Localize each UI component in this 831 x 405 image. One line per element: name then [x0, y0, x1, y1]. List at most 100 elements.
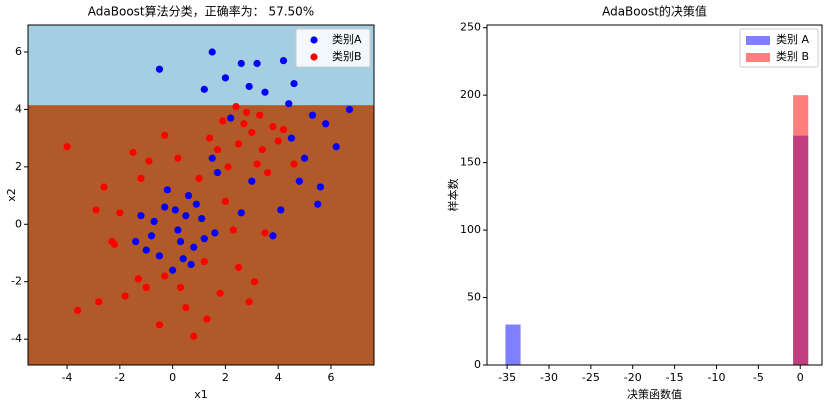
- point: [63, 143, 71, 151]
- x-tick-label: -5: [753, 371, 764, 384]
- point: [147, 232, 156, 240]
- point: [237, 209, 245, 217]
- point: [245, 82, 253, 91]
- point: [285, 100, 293, 108]
- point: [205, 134, 214, 142]
- point: [290, 79, 298, 88]
- point: [253, 160, 261, 168]
- point: [187, 260, 195, 269]
- point: [221, 197, 230, 205]
- y-axis-label: 样本数: [446, 179, 460, 212]
- point: [229, 226, 237, 234]
- point: [248, 177, 256, 185]
- x-tick-label: -35: [498, 371, 516, 384]
- point: [137, 174, 145, 182]
- point: [277, 206, 285, 214]
- point: [274, 137, 282, 145]
- x-axis-label: x1: [194, 388, 208, 401]
- y-tick-label: 0: [15, 217, 22, 230]
- legend-marker: [746, 53, 770, 62]
- point: [200, 235, 208, 243]
- hist-bar: [505, 324, 521, 365]
- axes-frame: [27, 24, 375, 366]
- legend-marker: [310, 53, 318, 61]
- legend-marker: [746, 36, 770, 45]
- legend-label: 类别 B: [776, 49, 809, 63]
- point: [235, 263, 243, 271]
- y-tick-label: 4: [15, 102, 22, 115]
- point: [100, 183, 108, 191]
- point: [264, 169, 272, 177]
- x-tick-label: -2: [114, 371, 125, 384]
- point: [235, 140, 243, 148]
- y-tick-label: 0: [474, 358, 481, 371]
- point: [161, 203, 169, 211]
- point: [232, 102, 240, 111]
- point: [253, 59, 261, 68]
- point: [219, 117, 227, 125]
- x-tick-label: -20: [624, 371, 642, 384]
- point: [95, 298, 103, 306]
- x-tick-label: 6: [327, 371, 334, 384]
- point: [213, 146, 222, 154]
- x-tick-label: 2: [222, 371, 229, 384]
- point: [221, 74, 230, 82]
- point: [200, 258, 208, 266]
- point: [258, 146, 266, 154]
- y-tick-label: 200: [460, 88, 481, 101]
- x-tick-label: -15: [666, 371, 684, 384]
- y-tick-label: 100: [460, 223, 481, 236]
- point: [176, 237, 185, 246]
- chart-title: AdaBoost算法分类，正确率为： 57.50%: [88, 4, 314, 19]
- point: [74, 306, 82, 315]
- point: [216, 289, 224, 297]
- chart-title: AdaBoost的决策值: [602, 4, 707, 19]
- point: [116, 209, 124, 217]
- plot-area: [28, 25, 374, 365]
- point: [145, 157, 153, 165]
- point: [195, 174, 203, 182]
- point: [192, 200, 200, 208]
- point: [269, 232, 277, 240]
- point: [182, 303, 190, 312]
- legend-marker: [310, 36, 318, 44]
- x-tick-label: -30: [540, 371, 558, 384]
- point: [224, 163, 232, 171]
- x-tick-label: 0: [797, 371, 804, 384]
- point: [155, 252, 164, 260]
- y-axis-label: x2: [5, 188, 18, 202]
- point: [308, 111, 317, 119]
- point: [203, 315, 211, 323]
- point: [134, 275, 142, 283]
- point: [237, 59, 245, 68]
- point: [121, 292, 129, 300]
- point: [290, 160, 298, 168]
- point: [240, 120, 248, 128]
- point: [279, 57, 288, 65]
- point: [322, 120, 330, 128]
- point: [129, 148, 137, 157]
- x-tick-label: 4: [275, 371, 282, 384]
- y-tick-label: 250: [460, 21, 481, 34]
- x-axis-label: 决策函数值: [627, 387, 682, 401]
- y-tick-label: 6: [15, 45, 22, 58]
- point: [248, 128, 256, 136]
- point: [198, 214, 206, 223]
- point: [174, 154, 182, 162]
- y-tick-label: 150: [460, 156, 481, 169]
- point: [295, 177, 303, 185]
- point: [142, 283, 150, 292]
- point: [208, 48, 216, 56]
- legend-label: 类别B: [332, 49, 362, 63]
- point: [227, 114, 235, 122]
- point: [155, 65, 164, 73]
- point: [300, 154, 309, 162]
- region-below: [28, 105, 374, 365]
- x-tick-label: -10: [707, 371, 725, 384]
- point: [211, 229, 219, 237]
- x-tick-label: -25: [582, 371, 600, 384]
- point: [161, 131, 169, 139]
- point: [163, 186, 171, 194]
- point: [190, 332, 198, 340]
